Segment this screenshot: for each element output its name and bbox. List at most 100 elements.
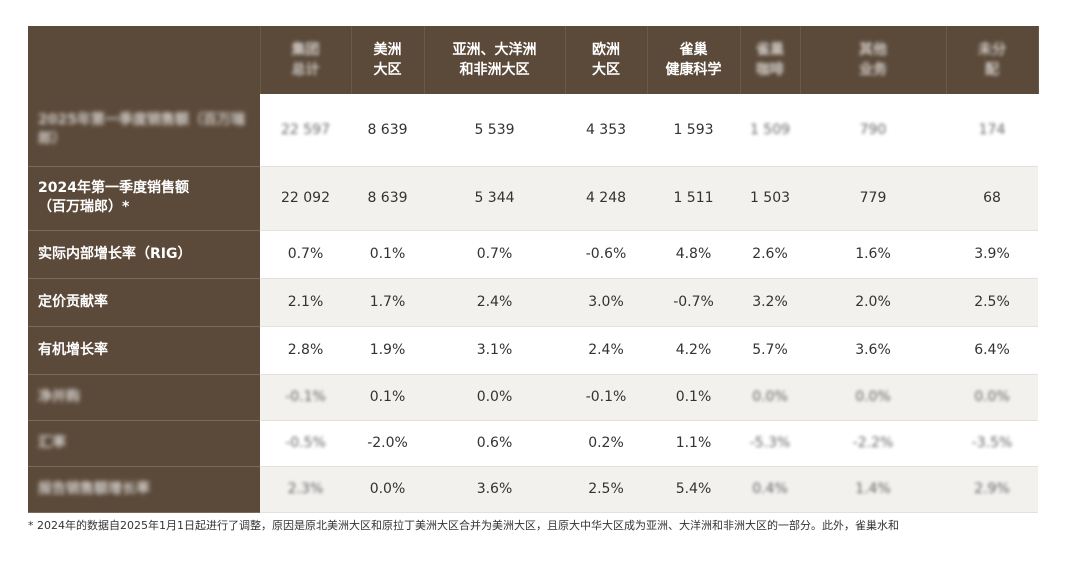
cell-value: 4 353 — [585, 121, 627, 138]
table-row: 净并购 -0.1% 0.1% 0.0% -0.1% 0.1% 0.0% 0.0% 0.0% — [28, 374, 1038, 421]
row-label-text: 报告销售额增长率 — [38, 480, 150, 497]
table-cell: 8 639 — [351, 94, 424, 167]
cell-value: 1.4% — [855, 481, 891, 497]
cell-value: -2.0% — [367, 435, 408, 451]
row-label-text: 2025年第一季度销售额（百万瑞郎） — [38, 111, 245, 147]
cell-value: 0.4% — [752, 481, 788, 497]
cell-value: 22 092 — [281, 190, 330, 206]
table-cell: 1 509 — [740, 94, 800, 167]
table-cell: 2.5% — [565, 466, 647, 513]
table-cell: 2.4% — [424, 278, 565, 327]
table-cell: -0.1% — [565, 374, 647, 421]
table-cell: 1.1% — [647, 420, 740, 467]
row-label-text: 汇率 — [38, 434, 66, 451]
table-cell: 0.1% — [647, 374, 740, 421]
table-cell: 3.0% — [565, 278, 647, 327]
table-cell: 0.4% — [740, 466, 800, 513]
cell-value: 22 597 — [281, 121, 330, 138]
cell-value: 2.5% — [974, 294, 1010, 310]
cell-value: 2.6% — [752, 246, 788, 262]
cell-value: 5.4% — [675, 481, 712, 497]
header-coffee: 雀巢 咖啡 — [740, 26, 801, 94]
header-corner — [28, 26, 261, 94]
table-cell: 1 593 — [647, 94, 740, 167]
table-row: 2025年第一季度销售额（百万瑞郎） 22 597 8 639 5 539 4 353 1… — [28, 94, 1038, 167]
cell-value: 3.6% — [855, 342, 891, 358]
table-row: 汇率 -0.5% -2.0% 0.6% 0.2% 1.1% -5.3% -2.2% -3.5% — [28, 420, 1038, 467]
cell-value: 2.3% — [287, 481, 324, 497]
table-row: 实际内部增长率（RIG） 0.7% 0.1% 0.7% -0.6% 4.8% 2.6% 1.6… — [28, 230, 1038, 279]
cell-value: -3.5% — [971, 435, 1013, 451]
table-cell: 790 — [800, 94, 946, 167]
table-cell: 0.1% — [351, 374, 424, 421]
header-group-total: 集团 总计 — [260, 26, 352, 94]
cell-value: 1.7% — [369, 294, 406, 310]
cell-value: 0.1% — [675, 389, 712, 405]
cell-value: 0.0% — [752, 389, 788, 405]
row-label: 净并购 — [28, 374, 260, 421]
cell-value: 1 511 — [673, 190, 714, 206]
cell-value: 2.0% — [855, 294, 891, 310]
table-cell: 4 353 — [565, 94, 647, 167]
table-cell: 22 092 — [260, 166, 351, 231]
row-label-text: 净并购 — [38, 388, 80, 405]
row-label: 报告销售额增长率 — [28, 466, 260, 513]
cell-value: 5 344 — [474, 190, 515, 206]
cell-value: 1 503 — [749, 190, 791, 206]
sales-table-container: 集团 总计 美洲 大区 亚洲、大洋洲 和非洲大区 欧洲 大区 雀巢 健康科学 雀巢 咖啡 其… — [28, 26, 1039, 513]
table-cell: 1.7% — [351, 278, 424, 327]
table-cell: 2.1% — [260, 278, 351, 327]
cell-value: 4.2% — [675, 342, 712, 358]
row-label-text: 定价贡献率 — [38, 293, 108, 310]
cell-value: 0.1% — [369, 389, 406, 405]
cell-value: 174 — [978, 121, 1006, 138]
cell-value: 1.1% — [675, 435, 712, 451]
table-cell: 5 344 — [424, 166, 565, 231]
table-cell: 0.0% — [740, 374, 800, 421]
cell-value: 779 — [859, 190, 887, 206]
table-cell: 3.2% — [740, 278, 800, 327]
table-cell: -0.1% — [260, 374, 351, 421]
table-cell: 4.2% — [647, 326, 740, 375]
table-cell: 4 248 — [565, 166, 647, 231]
cell-value: -0.7% — [673, 294, 714, 310]
table-cell: 22 597 — [260, 94, 351, 167]
table-cell: 8 639 — [351, 166, 424, 231]
cell-value: -0.1% — [585, 389, 627, 405]
table-cell: 0.6% — [424, 420, 565, 467]
cell-value: 8 639 — [367, 121, 408, 138]
cell-value: 5.7% — [752, 342, 788, 358]
table-cell: 2.9% — [946, 466, 1038, 513]
table-cell: 0.0% — [351, 466, 424, 513]
table-cell: 2.5% — [946, 278, 1038, 327]
cell-value: 4.8% — [675, 246, 712, 262]
row-label-text: 实际内部增长率（RIG） — [38, 245, 192, 262]
table-cell: 3.1% — [424, 326, 565, 375]
table-cell: 3.6% — [800, 326, 946, 375]
table-cell: 1.6% — [800, 230, 946, 279]
table-cell: 6.4% — [946, 326, 1038, 375]
table-cell: 3.6% — [424, 466, 565, 513]
table-cell: -2.2% — [800, 420, 946, 467]
header-americas: 美洲 大区 — [351, 26, 425, 94]
cell-value: 3.0% — [588, 294, 624, 310]
footnote: * 2024年的数据自2025年1月1日起进行了调整，原因是原北美洲大区和原拉丁… — [28, 519, 899, 532]
table-cell: -0.5% — [260, 420, 351, 467]
table-cell: 1.4% — [800, 466, 946, 513]
row-label: 实际内部增长率（RIG） — [28, 230, 260, 279]
header-row: 集团 总计 美洲 大区 亚洲、大洋洲 和非洲大区 欧洲 大区 雀巢 健康科学 雀巢 咖啡 其… — [28, 26, 1039, 94]
table-cell: 779 — [800, 166, 946, 231]
cell-value: 3.9% — [974, 246, 1010, 262]
table-cell: 4.8% — [647, 230, 740, 279]
cell-value: 3.2% — [752, 294, 788, 310]
header-unallocated: 未分配 — [946, 26, 1039, 94]
header-europe: 欧洲 大区 — [565, 26, 648, 94]
header-aoa: 亚洲、大洋洲 和非洲大区 — [424, 26, 566, 94]
cell-value: 0.0% — [974, 389, 1010, 405]
table-cell: 0.0% — [424, 374, 565, 421]
cell-value: -0.5% — [285, 435, 326, 451]
table-row: 有机增长率 2.8% 1.9% 3.1% 2.4% 4.2% 5.7% 3.6% 6.4% — [28, 326, 1038, 375]
cell-value: 1 593 — [673, 121, 714, 138]
row-label-text: 2024年第一季度销售额 （百万瑞郎）* — [38, 180, 189, 215]
cell-value: 1.9% — [369, 342, 406, 358]
